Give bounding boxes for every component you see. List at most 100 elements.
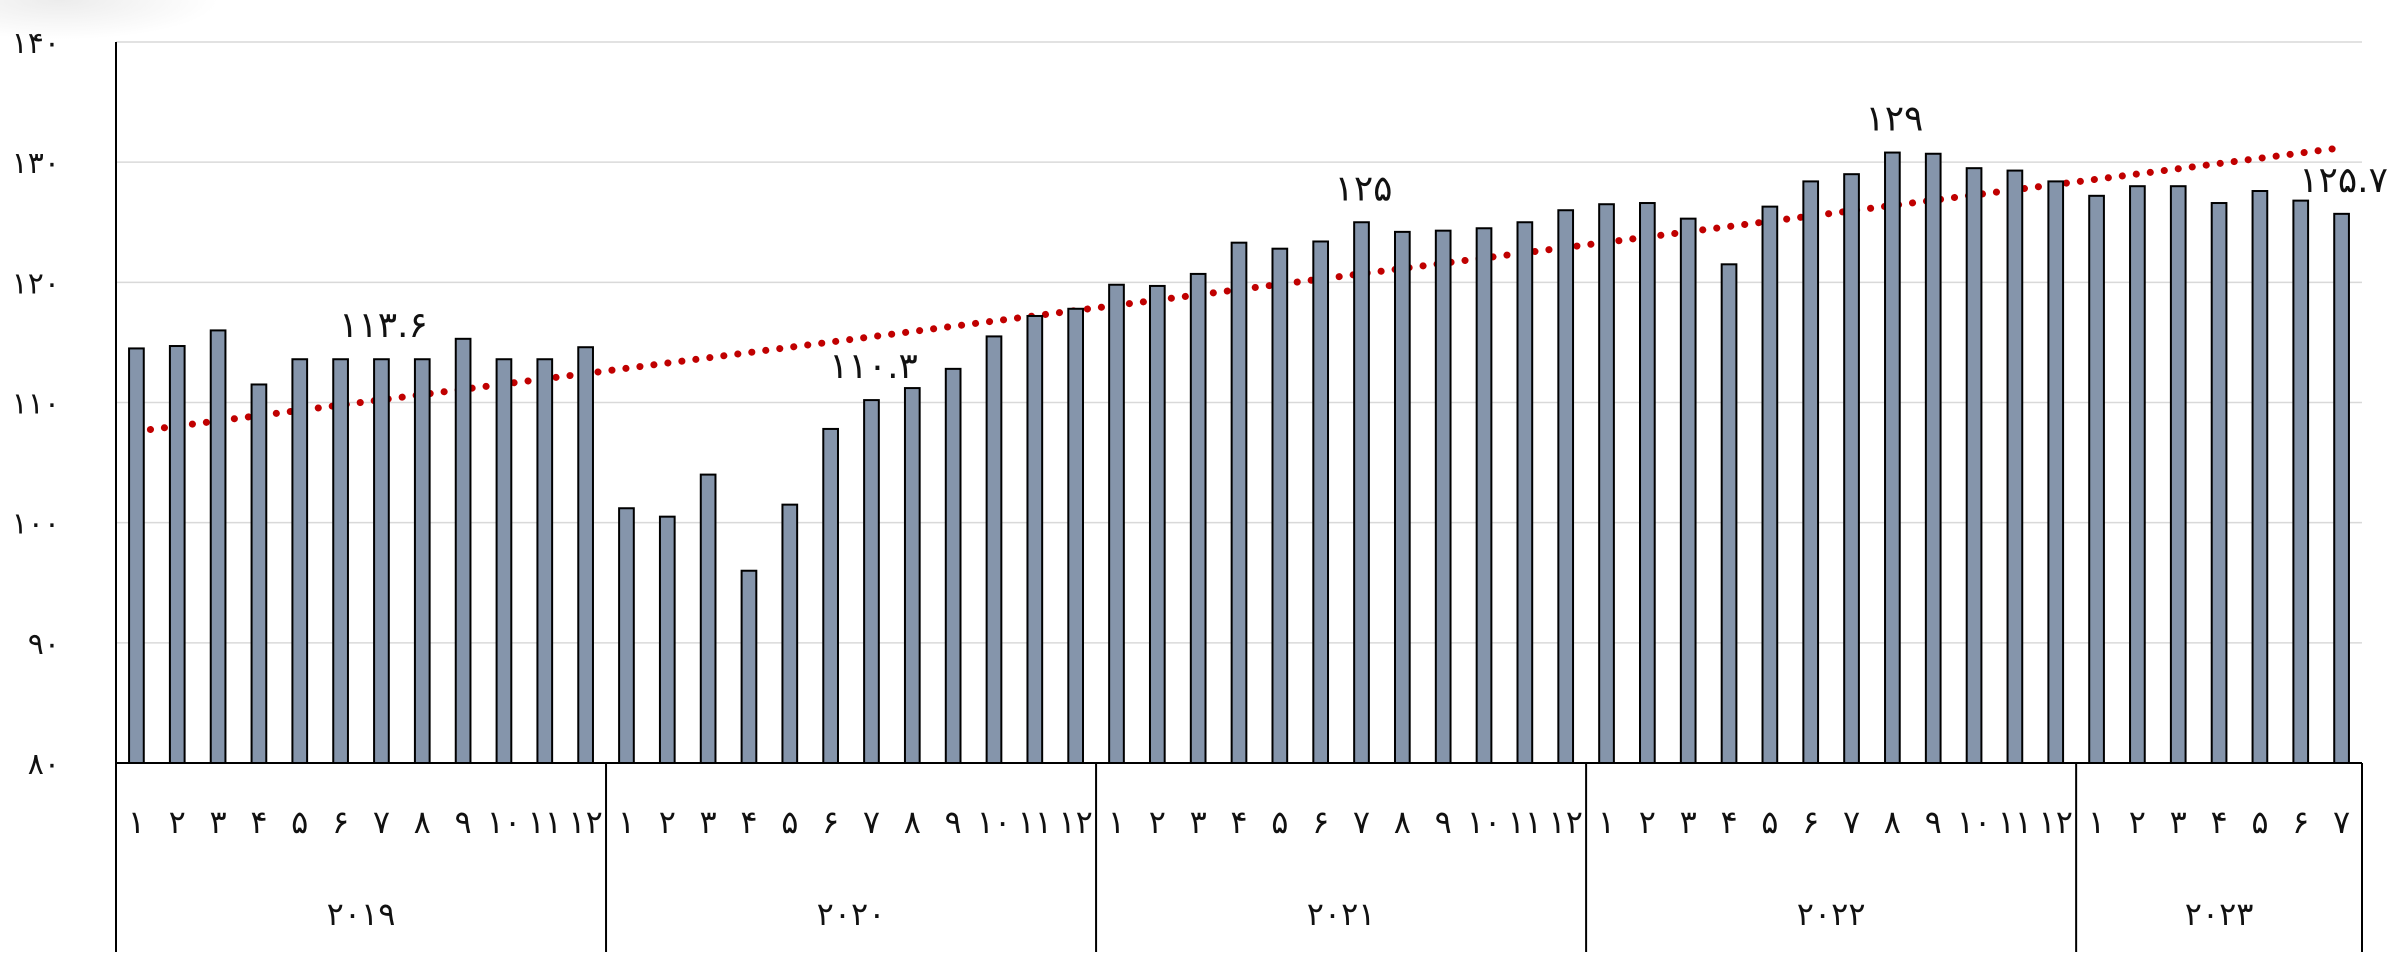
bar (1924, 152, 1942, 764)
bar (1434, 229, 1452, 764)
month-tick-label: ۱۰ (1957, 803, 1991, 841)
month-tick-label: ۱۲ (568, 803, 602, 841)
month-tick-label: ۱۰ (1467, 803, 1501, 841)
bar (1108, 283, 1125, 764)
bar (291, 358, 309, 764)
y-tick-label: ۱۰۰ (12, 507, 60, 542)
month-tick-label: ۶ (1312, 803, 1329, 841)
month-tick-label: ۲ (169, 803, 186, 841)
month-tick-label: ۱ (1108, 803, 1125, 841)
bar (2006, 169, 2024, 765)
bar (1802, 180, 1820, 765)
month-tick-label: ۱۱ (1998, 803, 2032, 841)
month-tick-label: ۵ (291, 803, 308, 841)
bar (1557, 209, 1575, 764)
month-tick-label: ۷ (863, 803, 880, 841)
month-tick-label: ۵ (2251, 803, 2268, 841)
month-tick-label: ۱۲ (1058, 803, 1092, 841)
year-tick-label: ۲۰۲۲ (1797, 895, 1866, 933)
month-tick-label: ۷ (1353, 803, 1370, 841)
data-annotation: ۱۱۰.۳ (829, 346, 918, 387)
month-tick-label: ۱۱ (1018, 803, 1052, 841)
data-annotation: ۱۱۳.۶ (339, 305, 428, 346)
bar (1067, 307, 1085, 764)
bar (1639, 202, 1656, 765)
bar (740, 569, 758, 764)
bar (209, 329, 227, 764)
bar (536, 358, 554, 764)
month-tick-label: ۱۰ (487, 803, 521, 841)
bar (822, 427, 839, 764)
bar (658, 515, 676, 764)
month-tick-label: ۹ (1435, 803, 1452, 841)
bar (1965, 167, 1983, 765)
month-tick-label: ۴ (2210, 803, 2227, 841)
month-tick-label: ۴ (1230, 803, 1247, 841)
y-tick-label: ۱۲۰ (12, 266, 60, 301)
month-tick-label: ۷ (373, 803, 390, 841)
bar (1884, 151, 1901, 764)
month-tick-label: ۸ (904, 803, 921, 841)
bar (1598, 203, 1615, 765)
month-tick-label: ۱۲ (1549, 803, 1583, 841)
y-tick-label: ۱۴۰ (12, 26, 60, 61)
bar (1312, 240, 1330, 764)
y-tick-label: ۸۰ (28, 747, 60, 782)
bar (1189, 272, 1207, 764)
bar (1271, 247, 1289, 765)
month-tick-label: ۲ (1149, 803, 1166, 841)
bar (1720, 263, 1738, 764)
month-tick-label: ۱۱ (1508, 803, 1542, 841)
bar (1353, 221, 1370, 764)
month-tick-label: ۷ (1843, 803, 1860, 841)
data-annotation: ۱۲۵ (1335, 168, 1393, 209)
month-tick-label: ۸ (414, 803, 431, 841)
bar (2251, 190, 2269, 765)
month-tick-label: ۵ (1761, 803, 1778, 841)
bar (1026, 314, 1044, 764)
month-tick-label: ۶ (822, 803, 839, 841)
bar (2333, 212, 2350, 765)
month-tick-label: ۱۲ (2039, 803, 2073, 841)
month-tick-label: ۱ (128, 803, 145, 841)
month-tick-label: ۵ (781, 803, 798, 841)
bar (2129, 185, 2146, 764)
bar (1843, 173, 1860, 764)
bar (1148, 284, 1166, 764)
month-tick-label: ۴ (740, 803, 757, 841)
month-tick-label: ۴ (250, 803, 267, 841)
bar (1679, 217, 1697, 764)
y-tick-label: ۹۰ (28, 627, 60, 662)
bar (373, 358, 390, 764)
year-tick-label: ۲۰۱۹ (327, 895, 396, 933)
bar (618, 507, 635, 764)
y-tick-label: ۱۳۰ (12, 146, 60, 181)
month-tick-label: ۴ (1720, 803, 1737, 841)
month-tick-label: ۳ (1680, 803, 1697, 841)
month-tick-label: ۹ (1925, 803, 1942, 841)
bar (863, 399, 880, 764)
month-tick-label: ۳ (2170, 803, 2187, 841)
month-tick-label: ۱ (2088, 803, 2105, 841)
bar (1230, 241, 1248, 764)
bar (495, 358, 513, 764)
bar (2088, 194, 2105, 764)
month-tick-label: ۸ (1884, 803, 1901, 841)
data-annotation: ۱۲۵.۷ (2299, 160, 2388, 201)
month-tick-label: ۱ (1598, 803, 1615, 841)
bar (2169, 185, 2187, 764)
y-tick-label: ۱۱۰ (12, 387, 60, 422)
bar (2047, 180, 2065, 765)
axes (115, 42, 2363, 952)
bar (168, 345, 186, 764)
month-tick-label: ۷ (2333, 803, 2350, 841)
bar (413, 358, 431, 764)
month-tick-label: ۱ (618, 803, 635, 841)
year-tick-label: ۲۰۲۳ (2185, 895, 2254, 933)
month-tick-label: ۳ (209, 803, 226, 841)
bar (1393, 230, 1411, 764)
bar (944, 367, 962, 764)
